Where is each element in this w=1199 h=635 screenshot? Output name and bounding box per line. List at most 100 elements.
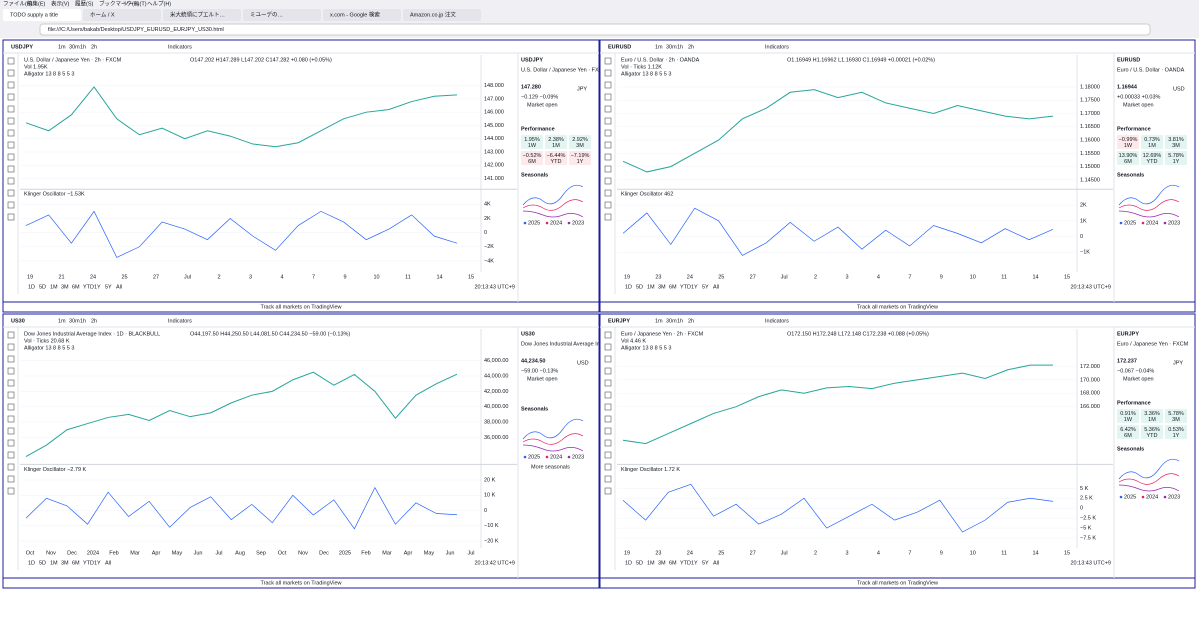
range-button[interactable]: 6M — [669, 560, 677, 566]
tool-icon[interactable] — [604, 165, 612, 173]
tool-icon[interactable] — [7, 201, 15, 209]
tool-icon[interactable] — [7, 153, 15, 161]
tool-icon[interactable] — [604, 463, 612, 471]
more-seasonals[interactable]: More seasonals — [531, 464, 570, 470]
range-button[interactable]: All — [713, 560, 719, 566]
symbol[interactable]: US30 — [11, 318, 25, 324]
interval[interactable]: 30m — [666, 318, 677, 324]
tool-icon[interactable] — [7, 367, 15, 375]
range-button[interactable]: 6M — [72, 284, 80, 290]
tool-icon[interactable] — [7, 165, 15, 173]
indicators-button[interactable]: Indicators — [168, 318, 192, 324]
tool-icon[interactable] — [7, 391, 15, 399]
range-button[interactable]: 5D — [39, 560, 46, 566]
tool-icon[interactable] — [7, 81, 15, 89]
tool-icon[interactable] — [7, 487, 15, 495]
symbol[interactable]: EURJPY — [608, 318, 630, 324]
indicators-button[interactable]: Indicators — [765, 318, 789, 324]
tool-icon[interactable] — [604, 201, 612, 209]
symbol[interactable]: EURUSD — [608, 44, 631, 50]
tool-icon[interactable] — [7, 439, 15, 447]
tool-icon[interactable] — [604, 487, 612, 495]
interval[interactable]: 1h — [80, 44, 86, 50]
tool-icon[interactable] — [7, 117, 15, 125]
range-button[interactable]: 3M — [61, 560, 69, 566]
interval[interactable]: 30m — [69, 318, 80, 324]
tool-icon[interactable] — [604, 117, 612, 125]
menu-item[interactable]: ブックマーク(B) — [99, 0, 140, 7]
range-button[interactable]: YTD — [83, 284, 94, 290]
tab[interactable] — [3, 9, 81, 21]
tool-icon[interactable] — [604, 93, 612, 101]
range-button[interactable]: 5D — [636, 284, 643, 290]
tool-icon[interactable] — [604, 81, 612, 89]
range-button[interactable]: 1Y — [691, 560, 698, 566]
range-button[interactable]: YTD — [680, 284, 691, 290]
range-button[interactable]: 1Y — [94, 284, 101, 290]
tool-icon[interactable] — [604, 177, 612, 185]
tool-icon[interactable] — [604, 439, 612, 447]
tool-icon[interactable] — [604, 141, 612, 149]
range-button[interactable]: 1M — [50, 560, 58, 566]
range-button[interactable]: 5D — [636, 560, 643, 566]
interval[interactable]: 1h — [677, 44, 683, 50]
interval[interactable]: 1m — [655, 44, 663, 50]
range-button[interactable]: 1M — [50, 284, 58, 290]
menu-item[interactable]: ツール(T) — [123, 1, 147, 7]
tool-icon[interactable] — [604, 153, 612, 161]
range-button[interactable]: 6M — [72, 560, 80, 566]
menu-item[interactable]: 履歴(S) — [75, 0, 94, 7]
tool-icon[interactable] — [7, 343, 15, 351]
footer-link[interactable]: Track all markets on TradingView — [260, 580, 341, 586]
tool-icon[interactable] — [604, 69, 612, 77]
tool-icon[interactable] — [604, 427, 612, 435]
interval[interactable]: 1m — [655, 318, 663, 324]
tool-icon[interactable] — [7, 355, 15, 363]
menu-item[interactable]: ファイル(F) — [3, 0, 32, 7]
range-button[interactable]: 1D — [625, 284, 632, 290]
interval[interactable]: 30m — [666, 44, 677, 50]
menu-item[interactable]: 表示(V) — [51, 0, 70, 7]
tool-icon[interactable] — [7, 475, 15, 483]
footer-link[interactable]: Track all markets on TradingView — [857, 304, 938, 310]
tool-icon[interactable] — [7, 463, 15, 471]
tool-icon[interactable] — [7, 427, 15, 435]
tool-icon[interactable] — [7, 105, 15, 113]
tool-icon[interactable] — [7, 189, 15, 197]
tab[interactable] — [163, 9, 241, 21]
tool-icon[interactable] — [7, 93, 15, 101]
range-button[interactable]: 1D — [28, 284, 35, 290]
range-button[interactable]: 1Y — [691, 284, 698, 290]
range-button[interactable]: All — [105, 560, 111, 566]
footer-link[interactable]: Track all markets on TradingView — [260, 304, 341, 310]
tool-icon[interactable] — [7, 57, 15, 65]
range-button[interactable]: 1M — [647, 560, 655, 566]
symbol[interactable]: USDJPY — [11, 44, 33, 50]
range-button[interactable]: 5D — [39, 284, 46, 290]
tool-icon[interactable] — [7, 379, 15, 387]
interval[interactable]: 1h — [80, 318, 86, 324]
range-button[interactable]: YTD — [680, 560, 691, 566]
tool-icon[interactable] — [7, 177, 15, 185]
tool-icon[interactable] — [604, 415, 612, 423]
tool-icon[interactable] — [7, 129, 15, 137]
tool-icon[interactable] — [604, 213, 612, 221]
indicators-button[interactable]: Indicators — [765, 44, 789, 50]
interval[interactable]: 2h — [91, 318, 97, 324]
indicators-button[interactable]: Indicators — [168, 44, 192, 50]
interval[interactable]: 2h — [688, 318, 694, 324]
tool-icon[interactable] — [604, 451, 612, 459]
tool-icon[interactable] — [604, 105, 612, 113]
range-button[interactable]: YTD — [83, 560, 94, 566]
range-button[interactable]: 1D — [28, 560, 35, 566]
tool-icon[interactable] — [604, 331, 612, 339]
tab[interactable] — [243, 9, 321, 21]
tool-icon[interactable] — [7, 331, 15, 339]
range-button[interactable]: 3M — [658, 284, 666, 290]
range-button[interactable]: 5Y — [702, 560, 709, 566]
tool-icon[interactable] — [604, 189, 612, 197]
range-button[interactable]: 1D — [625, 560, 632, 566]
interval[interactable]: 1m — [58, 44, 66, 50]
tab[interactable] — [83, 9, 161, 21]
range-button[interactable]: 3M — [61, 284, 69, 290]
